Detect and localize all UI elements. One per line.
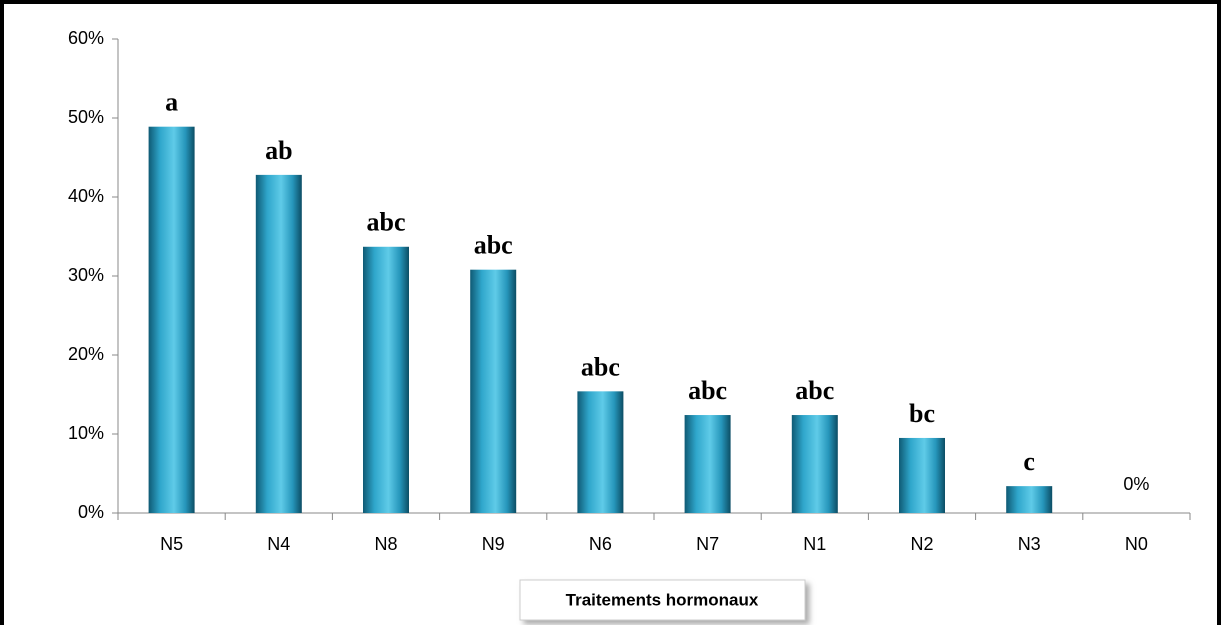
bar xyxy=(684,415,731,513)
bar xyxy=(791,415,838,513)
y-tick-label: 0% xyxy=(78,502,104,522)
x-tick-label: N9 xyxy=(482,534,505,554)
annotation: ab xyxy=(265,136,292,165)
y-tick-label: 10% xyxy=(68,423,104,443)
x-tick-label: N1 xyxy=(803,534,826,554)
bar xyxy=(577,391,624,513)
x-tick-label: N8 xyxy=(374,534,397,554)
bar xyxy=(363,246,409,513)
x-tick-label: N5 xyxy=(160,534,183,554)
annotation: bc xyxy=(909,399,935,428)
value-label: 0% xyxy=(1123,474,1149,494)
bar xyxy=(148,126,195,513)
annotation: abc xyxy=(474,231,513,260)
annotation: abc xyxy=(688,376,727,405)
x-tick-label: N4 xyxy=(267,534,290,554)
y-tick-label: 50% xyxy=(68,107,104,127)
y-tick-label: 40% xyxy=(68,186,104,206)
x-label-box xyxy=(519,579,806,621)
bar xyxy=(255,174,302,513)
bar xyxy=(470,269,517,513)
x-axis-label: Traitements hormonaux xyxy=(566,590,759,609)
x-tick-label: N6 xyxy=(589,534,612,554)
x-tick-label: N0 xyxy=(1125,534,1148,554)
x-tick-label: N7 xyxy=(696,534,719,554)
annotation: abc xyxy=(367,208,406,237)
annotation: abc xyxy=(581,352,620,381)
bar xyxy=(899,437,945,513)
y-tick-label: 60% xyxy=(68,28,104,48)
x-tick-label: N3 xyxy=(1018,534,1041,554)
annotation: a xyxy=(165,88,178,117)
bar xyxy=(1006,486,1053,513)
y-tick-label: 30% xyxy=(68,265,104,285)
annotation: abc xyxy=(795,376,834,405)
y-tick-label: 20% xyxy=(68,344,104,364)
annotation: c xyxy=(1023,447,1035,476)
x-tick-label: N2 xyxy=(910,534,933,554)
